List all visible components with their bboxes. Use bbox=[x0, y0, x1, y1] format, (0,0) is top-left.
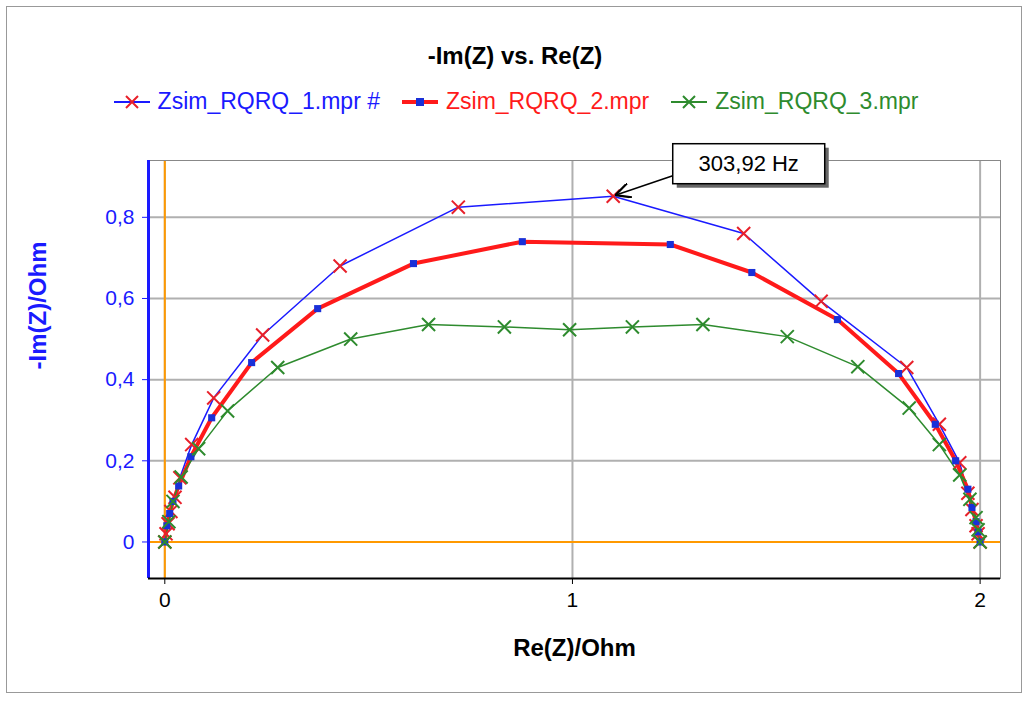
html-text:Zsim_RQRQ_1.mpr #: Zsim_RQRQ_1.mpr # bbox=[157, 88, 380, 114]
html-text:Zsim_RQRQ_2.mpr: Zsim_RQRQ_2.mpr bbox=[446, 88, 650, 114]
svg-text:0: 0 bbox=[123, 530, 135, 553]
svg-text:0,6: 0,6 bbox=[105, 286, 134, 309]
svg-text:Re(Z)/Ohm: Re(Z)/Ohm bbox=[513, 634, 636, 661]
html-text:Zsim_RQRQ_3.mpr: Zsim_RQRQ_3.mpr bbox=[715, 88, 919, 114]
svg-text:0,2: 0,2 bbox=[105, 449, 134, 472]
svg-text:-Im(Z)/Ohm: -Im(Z)/Ohm bbox=[24, 242, 51, 370]
svg-text:303,92 Hz: 303,92 Hz bbox=[699, 151, 799, 176]
html-text:-Im(Z) vs. Re(Z): -Im(Z) vs. Re(Z) bbox=[427, 42, 603, 69]
svg-text:0: 0 bbox=[159, 588, 171, 611]
svg-text:2: 2 bbox=[974, 588, 986, 611]
svg-text:1: 1 bbox=[567, 588, 579, 611]
svg-text:0,4: 0,4 bbox=[105, 367, 135, 390]
svg-text:0,8: 0,8 bbox=[105, 205, 134, 228]
